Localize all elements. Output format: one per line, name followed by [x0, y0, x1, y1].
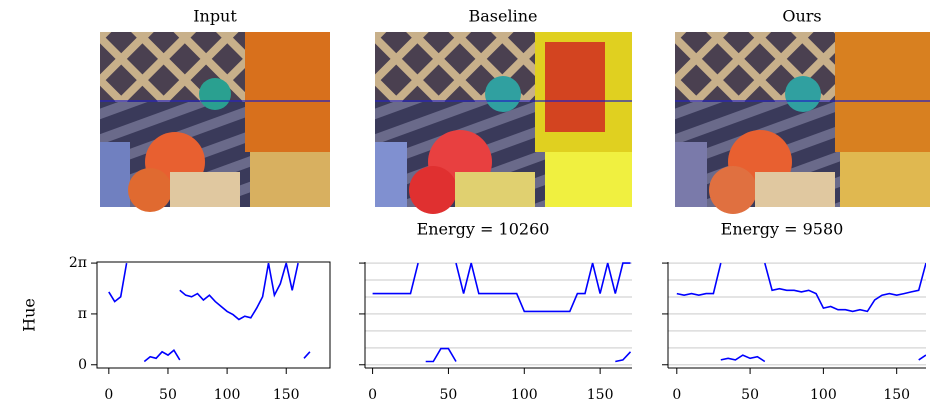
- x-tick-label: 100: [214, 387, 241, 403]
- x-tick-label: 0: [104, 387, 113, 403]
- x-tick-label: 100: [511, 387, 538, 403]
- x-tick-label: 150: [883, 387, 910, 403]
- x-tick-label: 100: [810, 387, 837, 403]
- x-tick-label: 150: [587, 387, 614, 403]
- x-tick-label: 50: [440, 387, 458, 403]
- input-image: [100, 32, 330, 212]
- panel-title: Baseline: [469, 7, 538, 26]
- hue-line: [425, 347, 632, 363]
- hue-line: [372, 262, 631, 313]
- x-tick-label: 50: [159, 387, 177, 403]
- hue-line: [108, 262, 299, 321]
- panel-title: Input: [193, 7, 237, 26]
- panel-title: Ours: [782, 7, 821, 26]
- ours-image: [675, 32, 930, 214]
- baseline-image: [375, 32, 632, 214]
- y-tick-label: 2π: [69, 255, 87, 271]
- images: [100, 32, 930, 214]
- x-tick-label: 50: [741, 387, 759, 403]
- hue-line: [676, 262, 926, 313]
- hue-line: [143, 348, 311, 363]
- y-tick-label: 0: [78, 357, 87, 373]
- plot-frame: [96, 261, 331, 369]
- y-axis-label: Hue: [20, 298, 39, 332]
- energy-label: Energy = 10260: [417, 220, 550, 239]
- x-tick-label: 0: [368, 387, 377, 403]
- y-tick-label: π: [78, 306, 87, 322]
- energy-label: Energy = 9580: [721, 220, 844, 239]
- x-tick-label: 0: [672, 387, 681, 403]
- hue-line: [720, 354, 926, 363]
- x-tick-label: 150: [273, 387, 300, 403]
